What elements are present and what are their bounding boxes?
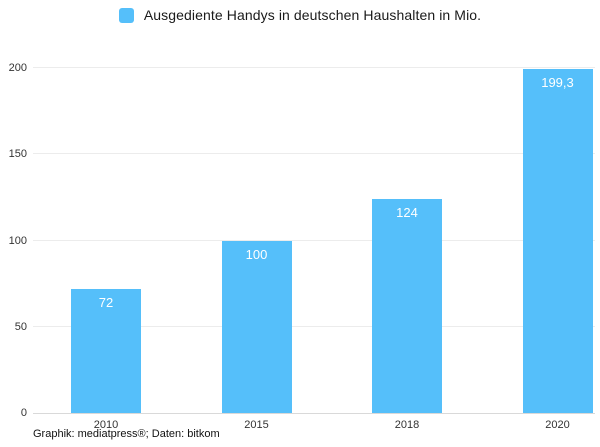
x-axis-tick-label: 2015 <box>244 419 269 431</box>
x-axis-tick-label: 2020 <box>545 419 570 431</box>
legend-label: Ausgediente Handys in deutschen Haushalt… <box>143 7 482 23</box>
source-credit: Graphik: mediatpress®; Daten: bitkom <box>33 428 220 440</box>
x-axis-tick-label: 2018 <box>394 419 420 431</box>
y-axis-tick-label: 50 <box>14 320 27 333</box>
legend-swatch-icon <box>118 7 134 23</box>
gridline-y-100 <box>33 239 595 241</box>
y-axis-tick-label: 0 <box>20 407 27 419</box>
bar-value-label: 124 <box>396 205 418 221</box>
bar-2018: 124 <box>372 199 442 413</box>
legend: Ausgediente Handys in deutschen Haushalt… <box>0 7 600 23</box>
gridline-y-150 <box>33 153 595 155</box>
x-axis-tick-label: 2010 <box>93 419 119 431</box>
bar-2015: 100 <box>221 240 292 413</box>
bar-value-label: 199,3 <box>541 75 574 91</box>
bar-value-label: 72 <box>98 294 114 310</box>
plot-area: 0 50 100 150 200 72 2010 100 2015 124 2018 199,3 202… <box>9 63 595 431</box>
y-axis-tick-label: 100 <box>8 234 27 247</box>
y-axis-tick-label: 150 <box>8 148 27 161</box>
y-axis-tick-label: 200 <box>8 62 27 74</box>
bar-value-label: 100 <box>245 246 268 262</box>
bar-2020: 199,3 <box>522 69 593 413</box>
bar-2010: 72 <box>71 288 141 413</box>
gridline-y-200 <box>33 67 595 68</box>
gridline-y-50 <box>33 325 595 327</box>
